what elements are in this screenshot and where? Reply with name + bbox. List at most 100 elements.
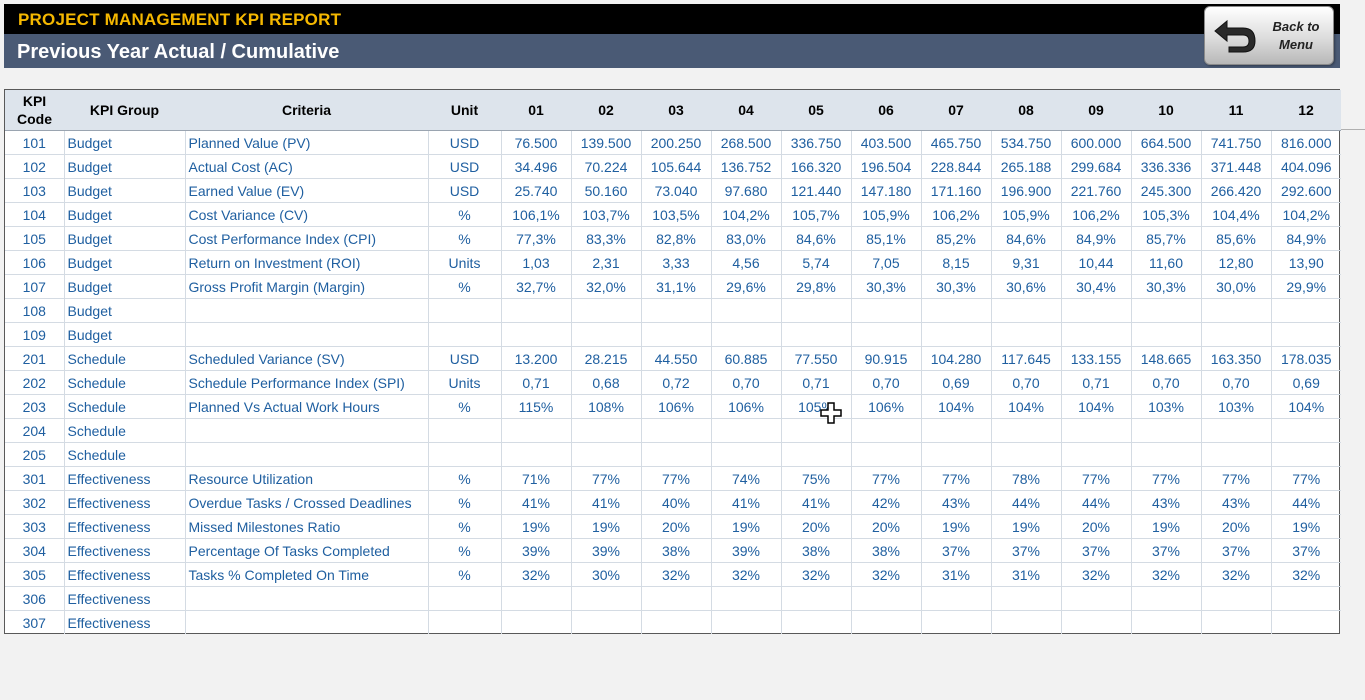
- month-value-cell[interactable]: 19%: [1131, 514, 1202, 539]
- month-value-cell[interactable]: 106%: [711, 394, 782, 419]
- month-value-cell[interactable]: 31%: [921, 562, 992, 587]
- month-value-cell[interactable]: 97.680: [711, 178, 782, 203]
- month-value-cell[interactable]: 163.350: [1201, 346, 1272, 371]
- month-value-cell[interactable]: [711, 586, 782, 611]
- month-value-cell[interactable]: [781, 322, 852, 347]
- month-value-cell[interactable]: [781, 442, 852, 467]
- month-value-cell[interactable]: 40%: [641, 490, 712, 515]
- criteria-cell[interactable]: Schedule Performance Index (SPI): [185, 370, 429, 395]
- month-value-cell[interactable]: 30,0%: [1201, 274, 1272, 299]
- month-value-cell[interactable]: 178.035: [1271, 346, 1341, 371]
- month-value-cell[interactable]: [921, 586, 992, 611]
- kpi-code-cell[interactable]: 202: [5, 370, 65, 395]
- month-value-cell[interactable]: 19%: [1271, 514, 1341, 539]
- unit-cell[interactable]: [428, 442, 502, 467]
- kpi-group-cell[interactable]: Effectiveness: [64, 514, 186, 539]
- month-value-cell[interactable]: [1201, 610, 1272, 634]
- month-value-cell[interactable]: [921, 442, 992, 467]
- month-value-cell[interactable]: [1271, 611, 1341, 635]
- month-value-cell[interactable]: [991, 298, 1062, 323]
- month-value-cell[interactable]: 19%: [991, 514, 1062, 539]
- month-value-cell[interactable]: 31,1%: [641, 274, 712, 299]
- month-value-cell[interactable]: 106%: [851, 394, 922, 419]
- criteria-cell[interactable]: [185, 442, 429, 467]
- month-value-cell[interactable]: 32%: [1271, 562, 1341, 587]
- kpi-group-cell[interactable]: Budget: [64, 298, 186, 323]
- month-value-cell[interactable]: 37%: [1131, 538, 1202, 563]
- month-value-cell[interactable]: 76.500: [501, 130, 572, 155]
- month-value-cell[interactable]: 43%: [1201, 490, 1272, 515]
- month-value-cell[interactable]: 30,6%: [991, 274, 1062, 299]
- month-value-cell[interactable]: 30,3%: [921, 274, 992, 299]
- unit-cell[interactable]: Units: [428, 250, 502, 275]
- month-value-cell[interactable]: 39%: [711, 538, 782, 563]
- month-value-cell[interactable]: 73.040: [641, 178, 712, 203]
- month-value-cell[interactable]: 133.155: [1061, 346, 1132, 371]
- month-value-cell[interactable]: 37%: [1201, 538, 1272, 563]
- month-value-cell[interactable]: 20%: [1201, 514, 1272, 539]
- kpi-code-cell[interactable]: 306: [5, 586, 65, 611]
- kpi-code-cell[interactable]: 104: [5, 202, 65, 227]
- month-value-cell[interactable]: 228.844: [921, 154, 992, 179]
- unit-cell[interactable]: [428, 586, 502, 611]
- month-value-cell[interactable]: 10,44: [1061, 250, 1132, 275]
- month-value-cell[interactable]: 8,15: [921, 250, 992, 275]
- unit-cell[interactable]: [428, 298, 502, 323]
- month-value-cell[interactable]: [921, 298, 992, 323]
- month-value-cell[interactable]: 0,69: [1271, 370, 1341, 395]
- month-value-cell[interactable]: 0,71: [501, 370, 572, 395]
- month-value-cell[interactable]: 20%: [1061, 514, 1132, 539]
- month-value-cell[interactable]: [1131, 298, 1202, 323]
- month-value-cell[interactable]: 41%: [711, 490, 782, 515]
- month-value-cell[interactable]: [501, 322, 572, 347]
- month-value-cell[interactable]: 32%: [1061, 562, 1132, 587]
- month-value-cell[interactable]: 31%: [991, 562, 1062, 587]
- month-value-cell[interactable]: 77.550: [781, 346, 852, 371]
- month-value-cell[interactable]: 0,71: [781, 370, 852, 395]
- criteria-cell[interactable]: Actual Cost (AC): [185, 154, 429, 179]
- month-value-cell[interactable]: [641, 322, 712, 347]
- month-value-cell[interactable]: 77,3%: [501, 226, 572, 251]
- month-value-cell[interactable]: 0,71: [1061, 370, 1132, 395]
- kpi-group-cell[interactable]: Effectiveness: [64, 466, 186, 491]
- month-value-cell[interactable]: 30,3%: [851, 274, 922, 299]
- month-value-cell[interactable]: [851, 586, 922, 611]
- unit-cell[interactable]: Units: [428, 370, 502, 395]
- month-value-cell[interactable]: [781, 586, 852, 611]
- kpi-code-cell[interactable]: 201: [5, 346, 65, 371]
- month-value-cell[interactable]: [1201, 586, 1272, 611]
- month-value-cell[interactable]: 404.096: [1271, 154, 1341, 179]
- month-value-cell[interactable]: [1201, 298, 1272, 323]
- unit-cell[interactable]: [428, 610, 502, 634]
- back-to-menu-button[interactable]: Back to Menu: [1204, 6, 1334, 65]
- month-value-cell[interactable]: 32,7%: [501, 274, 572, 299]
- kpi-code-cell[interactable]: 108: [5, 298, 65, 323]
- kpi-code-cell[interactable]: 307: [5, 610, 65, 634]
- month-value-cell[interactable]: 104,4%: [1201, 202, 1272, 227]
- kpi-code-cell[interactable]: 106: [5, 250, 65, 275]
- month-value-cell[interactable]: 103%: [1201, 394, 1272, 419]
- month-value-cell[interactable]: 265.188: [991, 154, 1062, 179]
- month-value-cell[interactable]: 43%: [921, 490, 992, 515]
- month-value-cell[interactable]: 28.215: [571, 346, 642, 371]
- month-value-cell[interactable]: [571, 610, 642, 634]
- unit-cell[interactable]: [428, 418, 502, 443]
- month-value-cell[interactable]: 104,2%: [711, 202, 782, 227]
- criteria-cell[interactable]: [185, 298, 429, 323]
- month-value-cell[interactable]: 1,03: [501, 250, 572, 275]
- month-value-cell[interactable]: 105,7%: [781, 202, 852, 227]
- kpi-code-cell[interactable]: 204: [5, 418, 65, 443]
- month-value-cell[interactable]: 103,7%: [571, 202, 642, 227]
- month-value-cell[interactable]: 0,70: [1201, 370, 1272, 395]
- month-value-cell[interactable]: [1271, 298, 1341, 323]
- month-value-cell[interactable]: 41%: [571, 490, 642, 515]
- month-value-cell[interactable]: [571, 418, 642, 443]
- criteria-cell[interactable]: [185, 586, 429, 611]
- month-value-cell[interactable]: [711, 442, 782, 467]
- month-value-cell[interactable]: 245.300: [1131, 178, 1202, 203]
- month-value-cell[interactable]: 30%: [571, 562, 642, 587]
- month-value-cell[interactable]: 105,9%: [991, 202, 1062, 227]
- month-value-cell[interactable]: [711, 610, 782, 634]
- month-value-cell[interactable]: [1201, 418, 1272, 443]
- month-value-cell[interactable]: 77%: [921, 466, 992, 491]
